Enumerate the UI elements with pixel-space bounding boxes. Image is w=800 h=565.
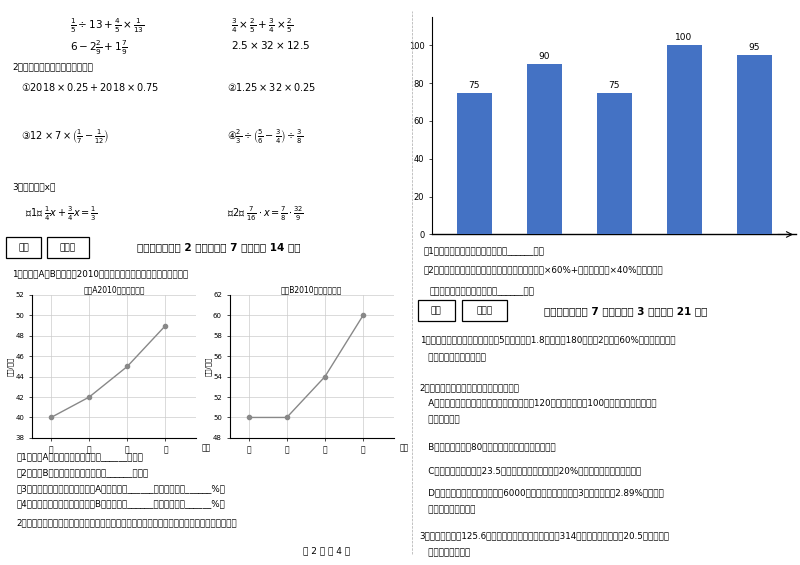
Text: 3．求未知数x。: 3．求未知数x。	[12, 182, 56, 191]
Text: 100: 100	[675, 33, 693, 42]
Text: 90: 90	[538, 53, 550, 62]
Y-axis label: 产値/万元: 产値/万元	[205, 357, 211, 376]
Text: ④$\frac{2}{3}\div\left(\frac{5}{6}-\frac{3}{4}\right)\div\frac{3}{8}$: ④$\frac{2}{3}\div\left(\frac{5}{6}-\frac…	[226, 128, 303, 146]
Text: C、王庄去年总产值为23.5万元，今年比去年增加了20%，今年的产值是多少万元？: C、王庄去年总产值为23.5万元，今年比去年增加了20%，今年的产值是多少万元？	[420, 467, 641, 476]
Text: $\frac{1}{5}\div13+\frac{4}{5}\times\frac{1}{13}$: $\frac{1}{5}\div13+\frac{4}{5}\times\fra…	[70, 17, 145, 36]
Text: 2．如图是王平六年级第一学期四次数学平时成绩和数学期末测试成绩统计图，请根据图填空：: 2．如图是王平六年级第一学期四次数学平时成绩和数学期末测试成绩统计图，请根据图填…	[17, 519, 238, 528]
Text: 75: 75	[608, 81, 620, 90]
Text: $\frac{3}{4}\times\frac{2}{5}+\frac{3}{4}\times\frac{2}{5}$: $\frac{3}{4}\times\frac{2}{5}+\frac{3}{4…	[230, 17, 294, 36]
Text: 可提前几小时到达乙城？: 可提前几小时到达乙城？	[420, 353, 486, 362]
Text: ①$2018\times0.25 + 2018\times0.75$: ①$2018\times0.25 + 2018\times0.75$	[21, 81, 158, 93]
Text: 75: 75	[468, 81, 480, 90]
Text: 2．脱式计算，能简算的要简算。: 2．脱式计算，能简算的要简算。	[12, 62, 94, 71]
Text: 评卷人: 评卷人	[60, 243, 76, 252]
Bar	[462, 301, 507, 321]
Text: 季度: 季度	[399, 443, 409, 452]
Text: （1） $\frac{1}{4}x+\frac{3}{4}x=\frac{1}{3}$: （1） $\frac{1}{4}x+\frac{3}{4}x=\frac{1}{…	[25, 205, 97, 223]
Bar	[597, 93, 631, 234]
Text: $2.5\times32\times12.5$: $2.5\times32\times12.5$	[230, 39, 310, 51]
Text: 级第一学期的数学学期成绩是______分。: 级第一学期的数学学期成绩是______分。	[430, 287, 534, 296]
Text: 2．下面各题，只列出综合算式，不解答。: 2．下面各题，只列出综合算式，不解答。	[420, 383, 520, 392]
Bar	[737, 55, 771, 234]
Text: 季度: 季度	[202, 443, 211, 452]
Text: ③$12\times7\times\left(\frac{1}{7}-\frac{1}{12}\right)$: ③$12\times7\times\left(\frac{1}{7}-\frac…	[21, 128, 109, 146]
Bar	[47, 237, 89, 258]
Text: 做百分之几？: 做百分之几？	[420, 415, 459, 424]
Text: ②$1.25\times32\times0.25$: ②$1.25\times32\times0.25$	[226, 81, 315, 93]
Text: 得分: 得分	[18, 243, 29, 252]
Title: 工厂B2010年产値统计图: 工厂B2010年产値统计图	[281, 285, 342, 294]
Bar	[418, 301, 454, 321]
Bar	[457, 93, 491, 234]
Text: D、小林的妈妈在农业银行买了6000元国家建设债券，定期3年，年利率为2.89%，到期她: D、小林的妈妈在农业银行买了6000元国家建设债券，定期3年，年利率为2.89%…	[420, 488, 664, 497]
Text: 1．如图是A、B两个工厂2010年产值统计图，根据统计图回答问题。: 1．如图是A、B两个工厂2010年产值统计图，根据统计图回答问题。	[12, 270, 189, 279]
Bar	[6, 237, 42, 258]
Text: （2）工厂B四个季度产值的中位数是______万元。: （2）工厂B四个季度产值的中位数是______万元。	[17, 468, 149, 477]
Bar	[666, 45, 702, 234]
Text: （1）王平四次平时成绩的平均分是______分。: （1）王平四次平时成绩的平均分是______分。	[424, 246, 545, 255]
Text: （2）数学学期成绩是这样算的：平时成绩的平均分×60%+期末测验成绩×40%，王平六年: （2）数学学期成绩是这样算的：平时成绩的平均分×60%+期末测验成绩×40%，王…	[424, 266, 663, 275]
Text: A、六一儿童节，同学们摘纸花，六年级做了120朵，五年级做了100朵，六年级比五年级多: A、六一儿童节，同学们摘纸花，六年级做了120朵，五年级做了100朵，六年级比五…	[420, 398, 656, 407]
Text: 积是多少立方米？: 积是多少立方米？	[420, 548, 470, 557]
Text: 1．辆汽车从甲城到乙城，计划用5小时，实际1.8小时行了180千米，2全程的60%，照这样计算，: 1．辆汽车从甲城到乙城，计划用5小时，实际1.8小时行了180千米，2全程的60…	[420, 336, 675, 345]
Title: 工厂A2010年产値统计图: 工厂A2010年产値统计图	[83, 285, 145, 294]
Text: （1）工厂A平均每个季度的产值是______万元。: （1）工厂A平均每个季度的产值是______万元。	[17, 452, 143, 461]
Text: （2） $\frac{7}{16}\cdot x=\frac{7}{8}\cdot\frac{32}{9}$: （2） $\frac{7}{16}\cdot x=\frac{7}{8}\cdo…	[226, 205, 303, 223]
Y-axis label: 产値/万元: 产値/万元	[7, 357, 14, 376]
Text: 六、应用题（共 7 小题，每题 3 分，共计 21 分）: 六、应用题（共 7 小题，每题 3 分，共计 21 分）	[544, 306, 707, 316]
Text: （4）四季度与一季度相比，工厂B产值增加了______万元，增加了______%。: （4）四季度与一季度相比，工厂B产值增加了______万元，增加了______%…	[17, 499, 226, 508]
Text: 评卷人: 评卷人	[477, 306, 493, 315]
Text: $6-2\frac{2}{9}+1\frac{7}{9}$: $6-2\frac{2}{9}+1\frac{7}{9}$	[70, 39, 128, 58]
Bar	[526, 64, 562, 234]
Text: 得分: 得分	[431, 306, 442, 315]
Text: 95: 95	[748, 43, 760, 52]
Text: 五、综合题（共 2 小题，每题 7 分，共计 14 分）: 五、综合题（共 2 小题，每题 7 分，共计 14 分）	[137, 242, 300, 253]
Text: （3）四季度与一季度相比，工厂A产值增加了______万元，增加了______%。: （3）四季度与一季度相比，工厂A产值增加了______万元，增加了______%…	[17, 484, 226, 493]
Text: 3．一个底面积是125.6平方米的圆柱形蓄水池，容积是314立方米，如果再深挖20.5米，水池容: 3．一个底面积是125.6平方米的圆柱形蓄水池，容积是314立方米，如果再深挖2…	[420, 531, 670, 540]
Text: 可获得利息多少元？: 可获得利息多少元？	[420, 505, 475, 514]
Text: B、六年级有男生80人，比女生多，女生有多少人？: B、六年级有男生80人，比女生多，女生有多少人？	[420, 442, 555, 451]
Text: 第 2 页 共 4 页: 第 2 页 共 4 页	[303, 546, 350, 555]
